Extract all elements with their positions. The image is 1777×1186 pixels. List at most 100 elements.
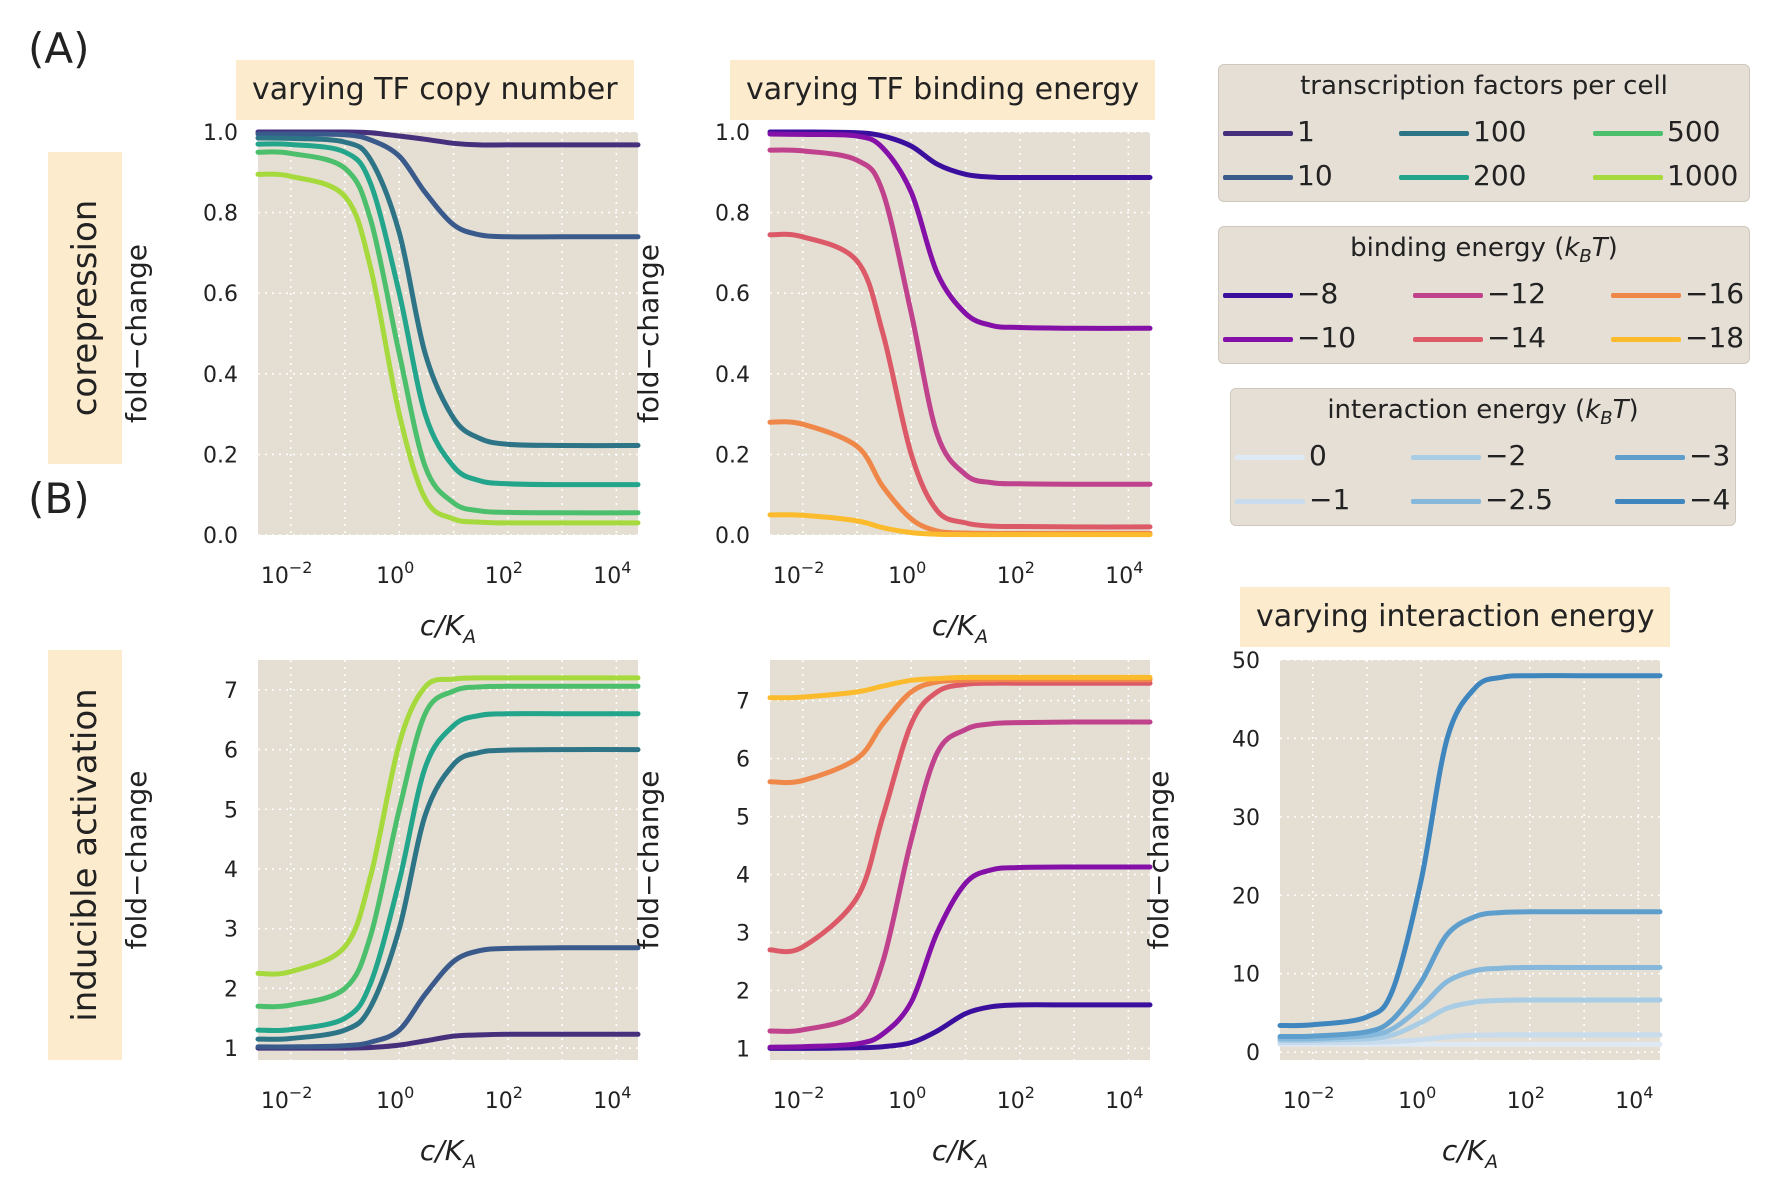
legend-interaction-item: −4 [1615, 483, 1731, 516]
series-line-100 [255, 135, 641, 449]
y-tick-label: 0.2 [715, 443, 750, 468]
legend-swatch [1223, 130, 1293, 136]
y-tick-label: 2 [224, 977, 238, 1002]
legend-interaction-title-sub: B [1600, 408, 1613, 430]
chart-b3: 0 10 20 30 40 50 10−2 100 102 104 c/KA fold−change [1142, 649, 1663, 1173]
x-tick-label: 100 [888, 558, 926, 589]
legend-interaction-title-k: k [1585, 395, 1601, 425]
legend-interaction-title: interaction energy (kBT) [1231, 395, 1735, 429]
series-line-−12 [767, 719, 1153, 1034]
series-line-500 [255, 683, 641, 1010]
y-tick-label: 20 [1232, 884, 1260, 909]
series-line-−2.5 [1277, 964, 1663, 1042]
y-tick-label: 30 [1232, 806, 1260, 831]
legend-binding-label: −8 [1297, 277, 1339, 310]
series-line-200 [255, 711, 641, 1034]
x-tick-label: 10−2 [261, 1083, 313, 1114]
x-axis-label: c/KA [1442, 1134, 1498, 1173]
series-line-100 [255, 747, 641, 1042]
plot-area [1280, 660, 1660, 1060]
y-tick-label: 1 [736, 1037, 750, 1062]
legend-binding-label: −12 [1487, 277, 1547, 310]
legend-swatch [1413, 336, 1483, 342]
legend-interaction-label: −2.5 [1485, 483, 1553, 516]
x-tick-label: 100 [376, 558, 414, 589]
x-tick-label: 104 [593, 558, 631, 589]
panel-label-b: (B) [28, 474, 90, 523]
x-tick-label: 100 [376, 1083, 414, 1114]
y-tick-label: 0.6 [203, 282, 238, 307]
legend-swatch [1413, 292, 1483, 298]
title-copy-number: varying TF copy number [236, 60, 634, 120]
y-tick-label: 0.4 [203, 363, 238, 388]
legend-interaction-label: −2 [1485, 439, 1527, 472]
legend-swatch [1235, 454, 1305, 460]
series-line-−12 [767, 147, 1153, 487]
title-binding-energy-text: varying TF binding energy [746, 72, 1140, 107]
plot-area [770, 660, 1150, 1060]
legend-tf-item: 1 [1223, 115, 1315, 148]
legend-tf-label: 1 [1297, 115, 1315, 148]
x-axis-label: c/KA [420, 1134, 476, 1173]
legend-interaction-item: −2.5 [1411, 483, 1553, 516]
y-tick-label: 4 [736, 863, 750, 888]
legend-tf-item: 1000 [1593, 159, 1739, 192]
y-tick-label: 3 [736, 921, 750, 946]
y-tick-label: 1.0 [715, 121, 750, 146]
y-tick-label: 4 [224, 858, 238, 883]
legend-swatch [1223, 174, 1293, 180]
legend-swatch [1235, 498, 1305, 504]
legend-binding-item: −10 [1223, 321, 1356, 354]
y-tick-label: 10 [1232, 963, 1260, 988]
legend-interaction-energy: interaction energy (kBT) 0 −2 −3 −1 −2.5… [1230, 388, 1736, 526]
chart-a1: 0.0 0.2 0.4 0.6 0.8 1.0 10−2 100 102 104 c/KA fold−… [120, 121, 641, 648]
series-line-500 [255, 149, 641, 516]
y-tick-label: 0.8 [203, 202, 238, 227]
legend-swatch [1615, 454, 1685, 460]
y-tick-label: 0.8 [715, 202, 750, 227]
legend-tf-label: 10 [1297, 159, 1333, 192]
series-line-10 [255, 945, 641, 1050]
legend-interaction-title-post: ) [1628, 395, 1639, 425]
chart-a2: 0.0 0.2 0.4 0.6 0.8 1.0 10−2 100 102 104 c/KA fold−… [632, 121, 1153, 648]
plot-area [770, 132, 1150, 535]
series-line-200 [255, 141, 641, 488]
y-tick-label: 1 [224, 1037, 238, 1062]
legend-interaction-title-t: T [1612, 395, 1629, 425]
legend-tf-per-cell: transcription factors per cell 1 100 500… [1218, 64, 1750, 202]
x-tick-label: 102 [485, 1083, 523, 1114]
y-tick-label: 40 [1232, 727, 1260, 752]
title-interaction-energy-text: varying interaction energy [1256, 599, 1655, 634]
x-tick-label: 10−2 [261, 558, 313, 589]
y-tick-label: 7 [224, 679, 238, 704]
legend-binding-label: −14 [1487, 321, 1547, 354]
legend-interaction-label: −4 [1689, 483, 1731, 516]
y-tick-label: 0.0 [203, 524, 238, 549]
legend-interaction-item: 0 [1235, 439, 1327, 472]
y-tick-label: 50 [1232, 649, 1260, 674]
legend-tf-item: 100 [1399, 115, 1527, 148]
legend-binding-item: −16 [1611, 277, 1744, 310]
legend-swatch [1611, 292, 1681, 298]
legend-tf-title: transcription factors per cell [1300, 71, 1668, 101]
panel-label-a: (A) [28, 24, 90, 73]
legend-binding-title-sub: B [1579, 246, 1592, 268]
row-label-inducible-activation: inducible activation [48, 650, 122, 1060]
legend-tf-label: 1000 [1667, 159, 1739, 192]
legend-interaction-label: −1 [1309, 483, 1351, 516]
y-tick-label: 6 [224, 739, 238, 764]
y-tick-label: 1.0 [203, 121, 238, 146]
y-tick-label: 3 [224, 918, 238, 943]
legend-swatch [1615, 498, 1685, 504]
legend-swatch [1411, 454, 1481, 460]
legend-swatch [1223, 292, 1293, 298]
legend-binding-title-post: ) [1607, 233, 1618, 263]
legend-binding-title-t: T [1591, 233, 1608, 263]
legend-tf-label: 100 [1473, 115, 1527, 148]
series-line-−2 [1277, 997, 1663, 1044]
x-tick-label: 10−2 [773, 558, 825, 589]
x-tick-label: 104 [1615, 1083, 1653, 1114]
legend-tf-item: 10 [1223, 159, 1333, 192]
x-tick-label: 10−2 [773, 1083, 825, 1114]
